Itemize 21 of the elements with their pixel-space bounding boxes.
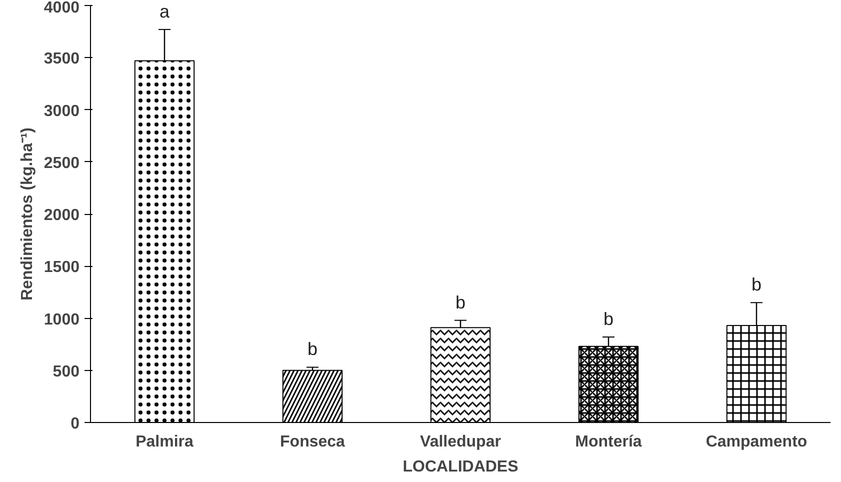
x-axis-title: LOCALIDADES [402, 458, 519, 476]
y-tick-label: 2500 [44, 154, 80, 172]
annotation: a [159, 1, 170, 22]
y-tick-label: 3500 [44, 50, 80, 68]
x-tick-label: Palmira [136, 434, 194, 450]
annotation: b [455, 292, 466, 312]
x-tick-label: Montería [575, 434, 642, 450]
y-tick-label: 1000 [44, 311, 80, 328]
x-tick-label: Campamento [706, 434, 808, 450]
y-tick-label: 1500 [44, 259, 80, 276]
y-tick-label: 500 [52, 363, 80, 380]
y-axis-title: Rendimientos (kg.ha⁻¹) [18, 127, 36, 301]
annotation: b [603, 309, 614, 330]
y-tick-label: 2000 [44, 207, 80, 224]
annotation: b [751, 274, 762, 295]
y-tick-label: 3000 [44, 102, 80, 120]
x-tick-label: Fonseca [280, 434, 346, 450]
x-tick-label: Valledupar [420, 434, 501, 450]
y-tick-label: 0 [70, 416, 80, 432]
y-tick-label: 4000 [44, 0, 80, 16]
annotation: b [307, 339, 318, 360]
